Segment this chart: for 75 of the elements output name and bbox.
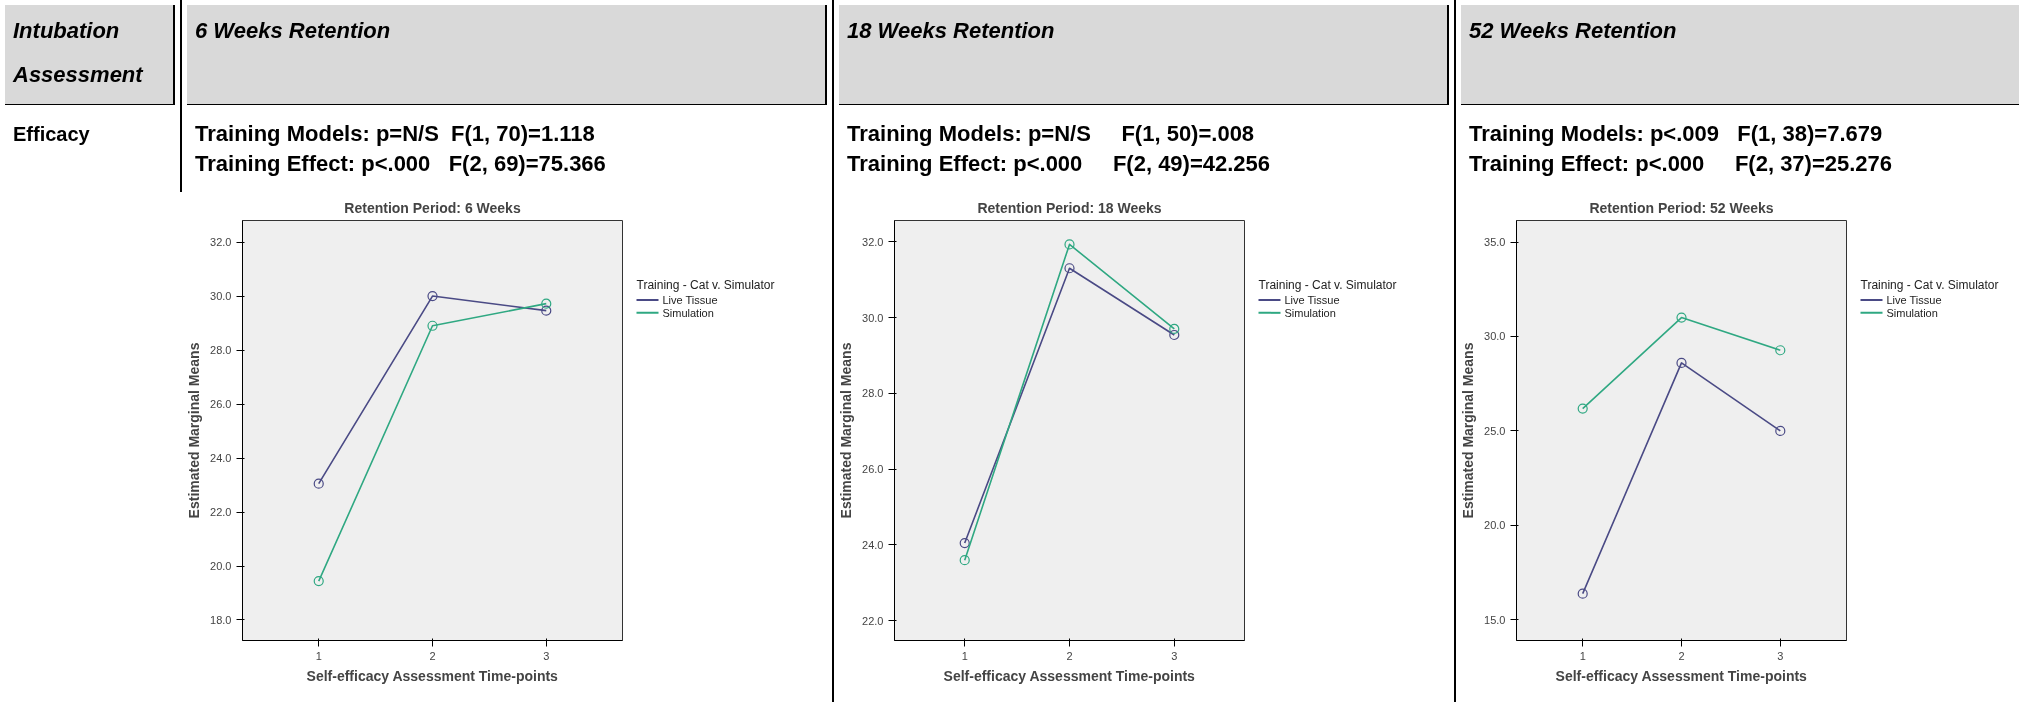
text: Training Models: p=N/S F(1, 70)=1.118 <box>195 121 595 146</box>
text: Intubation Assessment <box>11 17 145 89</box>
text: Training Models: p=N/S F(1, 50)=.008 <box>847 121 1255 146</box>
point <box>959 555 970 566</box>
x-tick-label: 2 <box>1066 649 1073 662</box>
y-tick-label: 22.0 <box>210 506 232 519</box>
x-tick-label: 1 <box>315 649 322 662</box>
x-axis-title: Self-efficacy Assessment Time-points <box>1555 667 1808 684</box>
point <box>541 298 552 309</box>
legend-label: Live Tissue <box>662 294 718 307</box>
text: Training Effect: p<.000 F(2, 37)=25.276 <box>1469 151 1893 176</box>
point <box>1577 403 1588 414</box>
point <box>427 320 438 331</box>
point <box>1169 323 1180 334</box>
chart-title: Retention Period: 18 Weeks <box>977 199 1162 216</box>
text: Efficacy <box>12 122 91 147</box>
y-tick-label: 15.0 <box>1484 613 1506 626</box>
y-axis-title: Estimated Marginal Means <box>838 342 855 519</box>
legend-title: Training - Cat v. Simulator <box>1258 277 1397 292</box>
y-tick-label: 32.0 <box>862 235 884 248</box>
x-tick-label: 2 <box>429 649 436 662</box>
point <box>427 290 438 302</box>
legend-title: Training - Cat v. Simulator <box>636 277 775 292</box>
x-tick-label: 2 <box>1678 649 1685 662</box>
text: Training Models: p<.009 F(1, 38)=7.679 <box>1469 121 1883 146</box>
y-tick-label: 26.0 <box>862 463 884 476</box>
y-tick-label: 24.0 <box>862 538 884 551</box>
point <box>1775 345 1786 356</box>
legend-label: Simulation <box>1284 306 1336 319</box>
point <box>1064 239 1075 250</box>
legend-label: Simulation <box>662 306 714 319</box>
point <box>313 478 324 489</box>
text: 6 Weeks Retention <box>194 17 392 45</box>
x-tick-label: 3 <box>1171 649 1178 662</box>
legend-label: Simulation <box>1886 306 1938 319</box>
x-axis-title: Self-efficacy Assessment Time-points <box>306 667 559 684</box>
point <box>1676 312 1687 323</box>
chart-title: Retention Period: 6 Weeks <box>344 199 521 216</box>
x-tick-label: 3 <box>543 649 550 662</box>
point <box>1064 263 1075 274</box>
x-axis-title: Self-efficacy Assessment Time-points <box>943 667 1196 684</box>
point <box>1169 329 1180 341</box>
y-tick-label: 20.0 <box>210 560 232 572</box>
point <box>313 576 324 587</box>
y-tick-label: 28.0 <box>862 387 884 400</box>
text: Training Effect: p<.000 F(2, 69)=75.366 <box>195 151 606 176</box>
y-tick-label: 32.0 <box>210 236 232 249</box>
x-tick-label: 1 <box>961 649 968 662</box>
text: 18 Weeks Retention <box>846 17 1056 45</box>
y-tick-label: 20.0 <box>1484 519 1506 532</box>
y-axis-title: Estimated Marginal Means <box>186 342 203 519</box>
point <box>1577 588 1588 599</box>
y-tick-label: 30.0 <box>862 311 884 324</box>
legend-title: Training - Cat v. Simulator <box>1860 277 1999 292</box>
point <box>1676 357 1687 368</box>
point <box>1775 425 1786 436</box>
y-tick-label: 30.0 <box>210 290 232 303</box>
chart-title: Retention Period: 52 Weeks <box>1589 199 1774 216</box>
legend-label: Live Tissue <box>1284 294 1340 307</box>
y-tick-label: 35.0 <box>1484 236 1506 249</box>
x-tick-label: 1 <box>1579 649 1586 662</box>
text: Training Effect: p<.000 F(2, 49)=42.256 <box>847 151 1271 176</box>
y-tick-label: 18.0 <box>210 613 232 626</box>
y-tick-label: 28.0 <box>210 344 232 357</box>
x-tick-label: 3 <box>1777 649 1784 662</box>
y-tick-label: 26.0 <box>210 398 232 411</box>
text: 52 Weeks Retention <box>1468 17 1678 45</box>
y-axis-title: Estimated Marginal Means <box>1460 342 1477 519</box>
legend-label: Live Tissue <box>1886 294 1942 307</box>
y-tick-label: 24.0 <box>210 452 232 465</box>
point <box>541 305 552 316</box>
y-tick-label: 30.0 <box>1484 330 1506 343</box>
point <box>959 537 970 549</box>
y-tick-label: 22.0 <box>862 614 884 627</box>
y-tick-label: 25.0 <box>1484 424 1506 437</box>
